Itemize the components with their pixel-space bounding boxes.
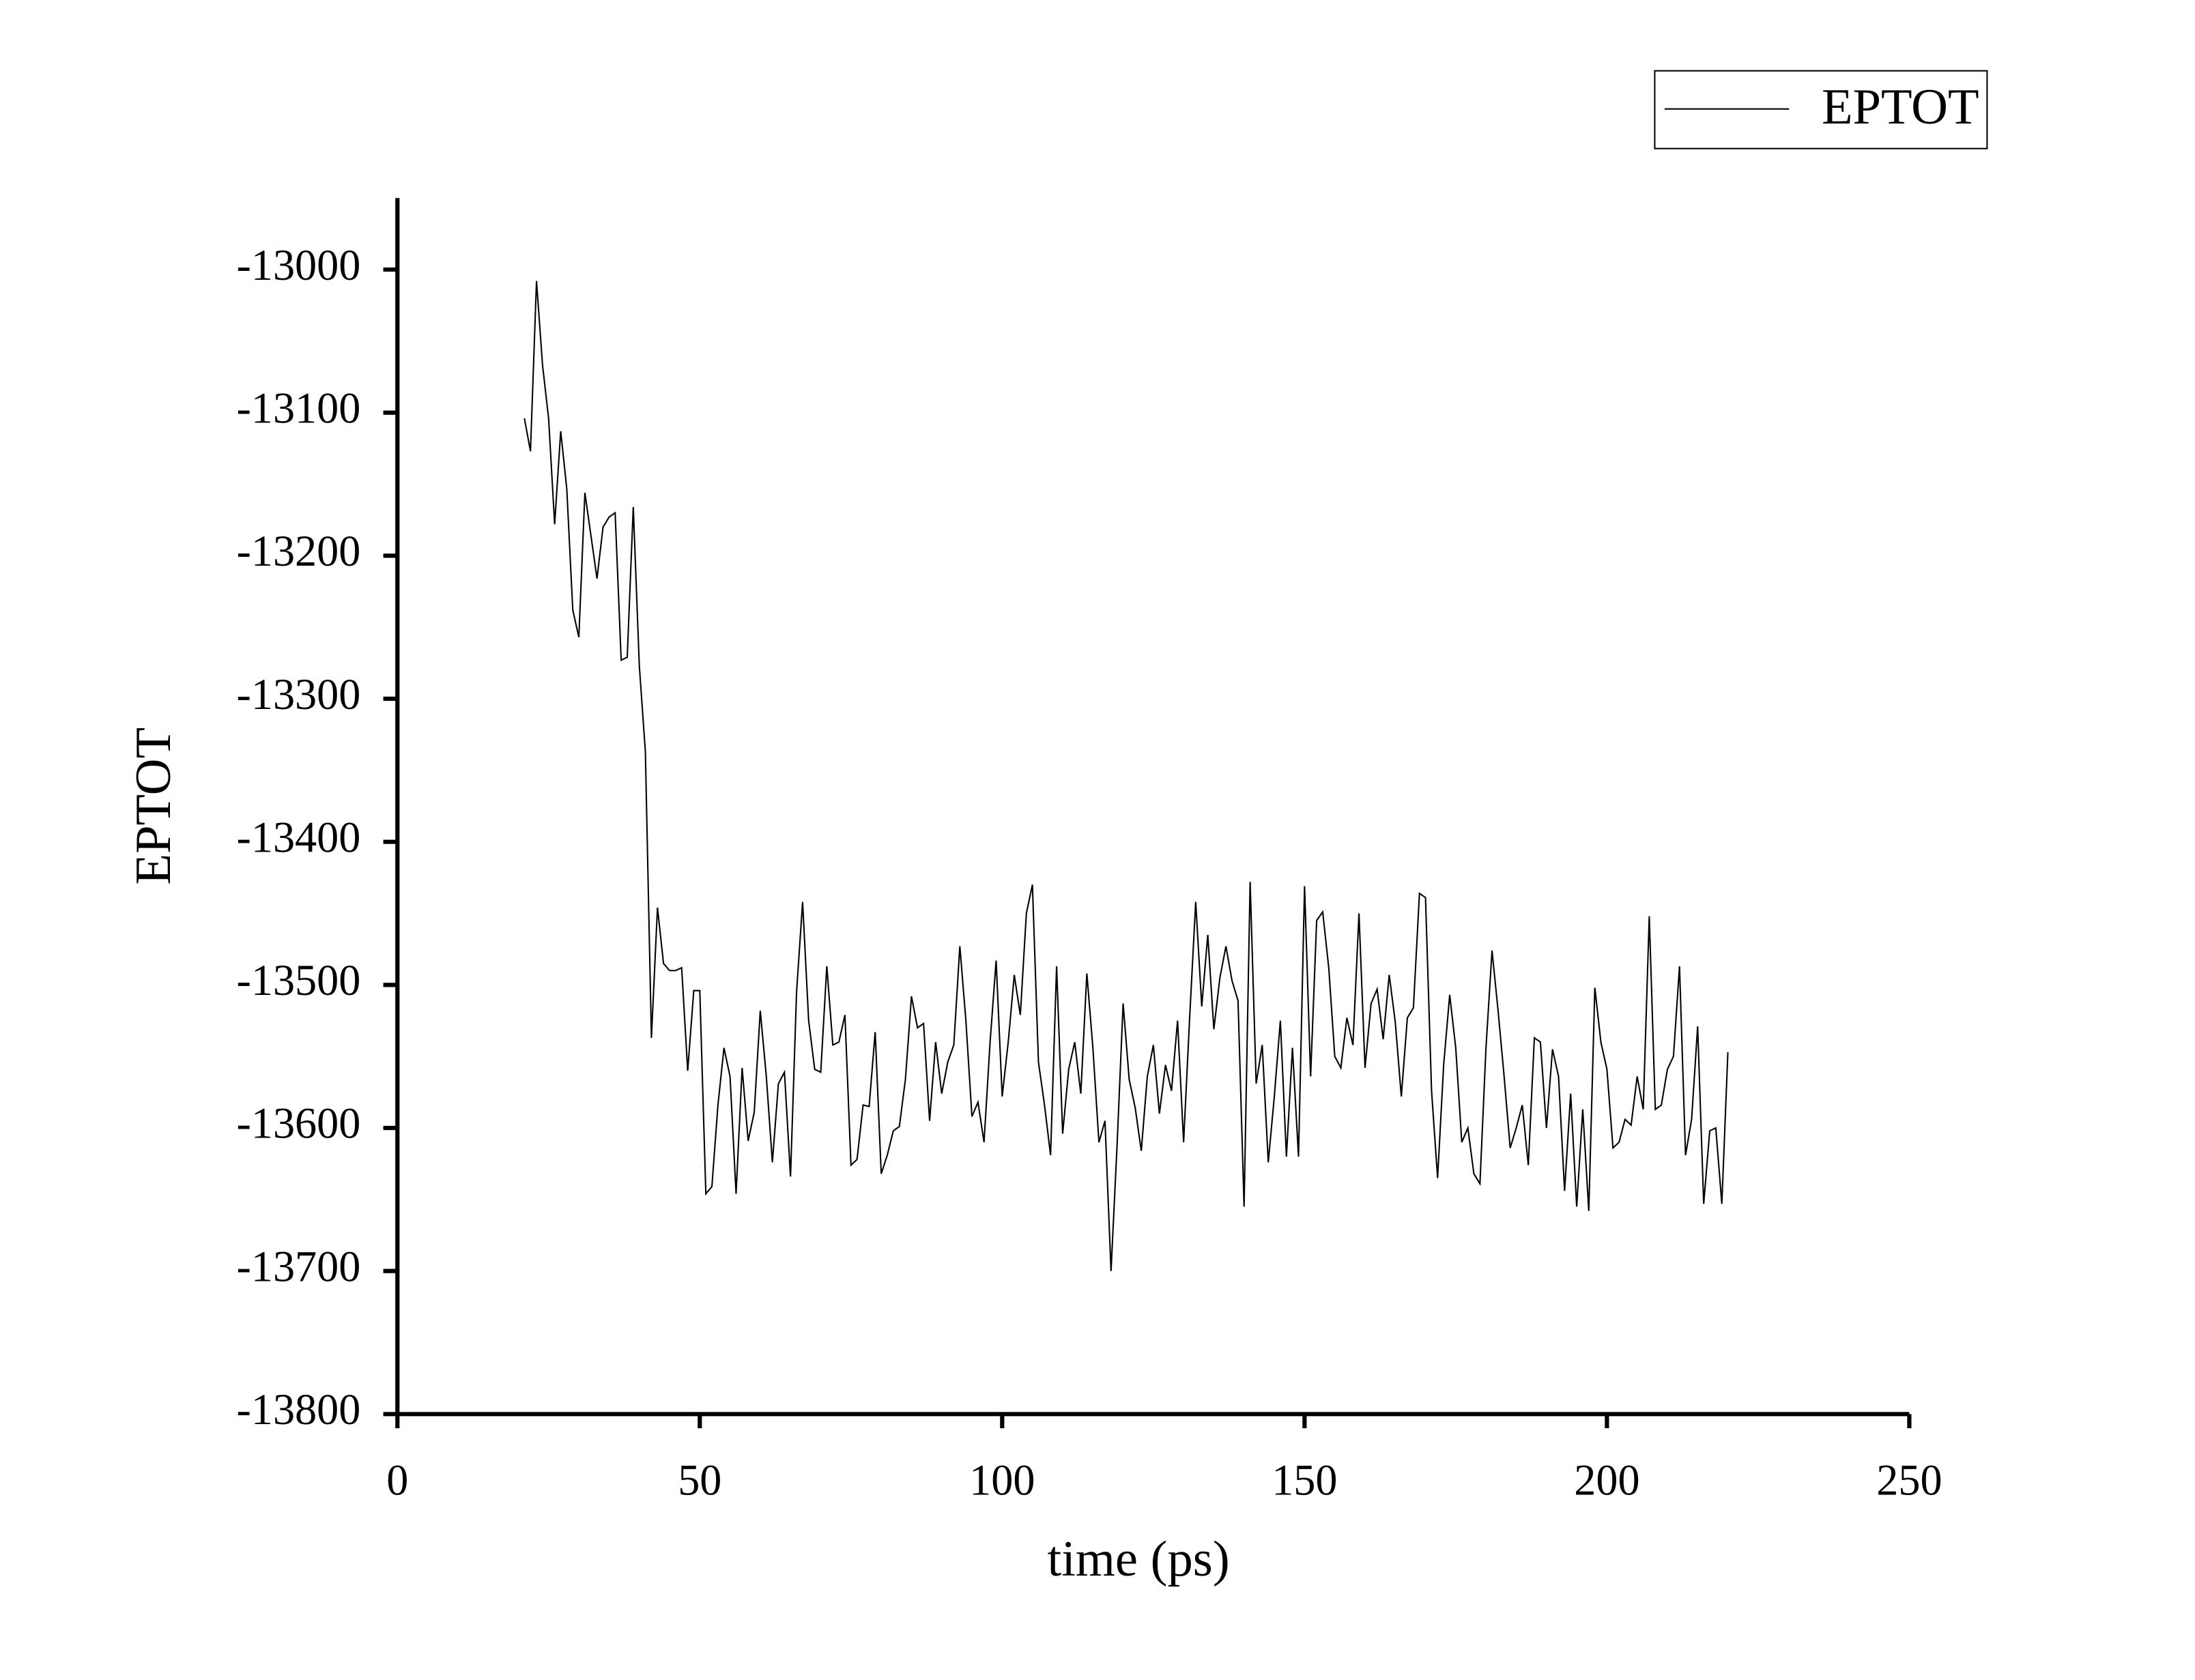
- x-tick-label: 100: [969, 1456, 1035, 1505]
- x-tick-label: 0: [386, 1456, 408, 1505]
- data-line: [523, 280, 1729, 1271]
- x-axis-label: time (ps): [1047, 1531, 1229, 1587]
- x-tick-label: 250: [1876, 1456, 1942, 1505]
- x-tick-label: 200: [1574, 1456, 1639, 1505]
- y-tick-label: -13200: [236, 527, 360, 575]
- y-axis-label: EPTOT: [126, 727, 182, 885]
- y-tick-label: -13500: [236, 956, 360, 1004]
- y-tick-label: -13300: [236, 670, 360, 719]
- y-tick-label: -13700: [236, 1242, 360, 1290]
- legend-label: EPTOT: [1822, 79, 1979, 135]
- y-tick-label: -13000: [236, 241, 360, 289]
- x-tick-label: 50: [678, 1456, 721, 1505]
- y-tick-label: -13100: [236, 383, 360, 432]
- y-tick-label: -13800: [236, 1385, 360, 1434]
- y-tick-label: -13600: [236, 1099, 360, 1148]
- x-tick-label: 150: [1272, 1456, 1337, 1505]
- y-tick-label: -13400: [236, 813, 360, 861]
